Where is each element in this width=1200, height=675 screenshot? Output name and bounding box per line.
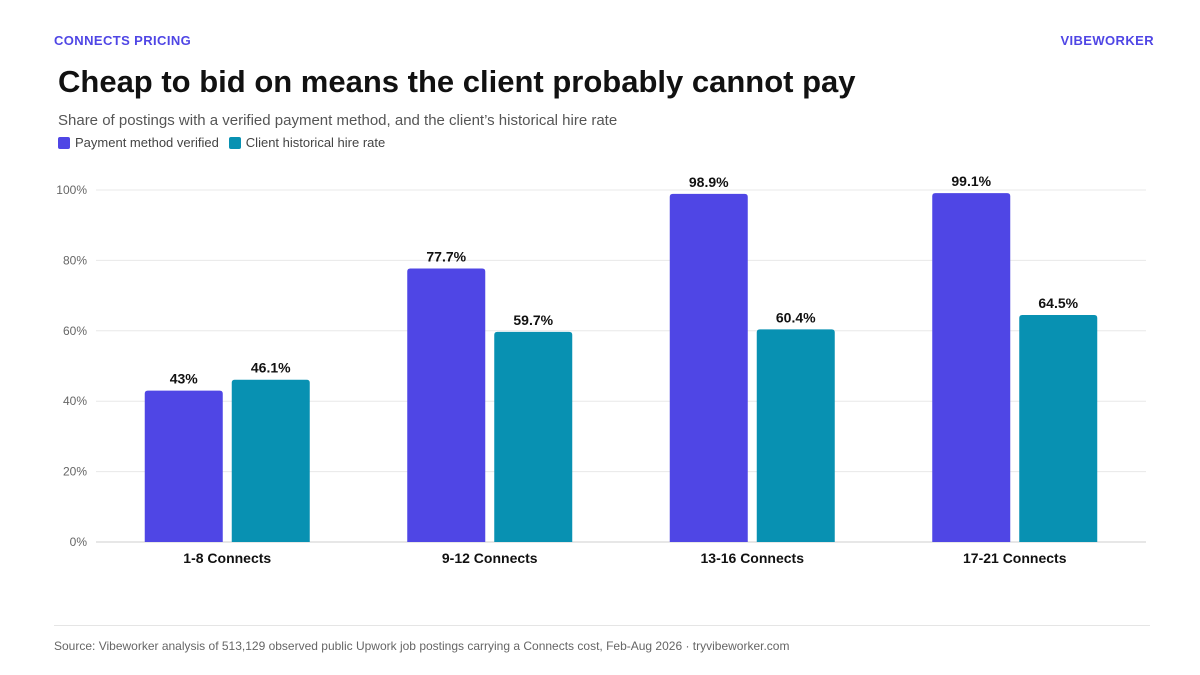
legend-label-hire-rate: Client historical hire rate	[245, 135, 386, 150]
data-label: 59.7%	[513, 312, 553, 328]
data-label: 43%	[170, 371, 199, 387]
x-tick-label: 1-8 Connects	[183, 550, 271, 566]
chart-title: Cheap to bid on means the client probabl…	[58, 64, 856, 99]
x-tick-label: 17-21 Connects	[963, 550, 1067, 566]
data-label: 64.5%	[1038, 295, 1078, 311]
chart-subtitle: Share of postings with a verified paymen…	[58, 112, 618, 129]
data-label: 77.7%	[426, 248, 466, 264]
footer-divider	[54, 625, 1150, 626]
brand-logo: VIBEWORKER	[1060, 33, 1154, 48]
legend-item-hire-rate: Client historical hire rate	[228, 135, 386, 150]
bar-hire-rate	[494, 331, 573, 542]
data-label: 46.1%	[251, 360, 291, 376]
x-tick-label: 9-12 Connects	[442, 550, 538, 566]
legend-label-verified: Payment method verified	[75, 135, 219, 150]
y-tick-label: 100%	[56, 183, 87, 197]
bar-verified	[407, 268, 486, 542]
bar-hire-rate	[756, 329, 835, 542]
y-tick-label: 40%	[63, 394, 87, 408]
y-tick-label: 60%	[63, 324, 87, 338]
data-label: 60.4%	[776, 309, 816, 325]
bar-verified	[144, 390, 223, 542]
data-label: 99.1%	[951, 173, 991, 189]
bar-verified	[669, 193, 748, 542]
kicker-label: CONNECTS PRICING	[54, 33, 192, 48]
source-note: Source: Vibeworker analysis of 513,129 o…	[54, 639, 790, 653]
bar-hire-rate	[231, 379, 310, 542]
y-tick-label: 80%	[63, 253, 87, 267]
bar-chart: 0% 20% 40% 60% 80% 100% 43% 46.1% 1-8 Connects 77…	[56, 173, 1146, 566]
bar-verified	[932, 193, 1011, 542]
legend-swatch-verified	[58, 136, 70, 149]
legend-item-verified: Payment method verified	[58, 135, 219, 150]
x-tick-label: 13-16 Connects	[701, 550, 805, 566]
bar-hire-rate	[1019, 314, 1098, 542]
legend: Payment method verified Client historica…	[58, 135, 385, 150]
y-tick-label: 0%	[70, 535, 88, 549]
data-label: 98.9%	[689, 174, 729, 190]
legend-swatch-hire-rate	[228, 136, 241, 149]
y-tick-label: 20%	[63, 465, 87, 479]
